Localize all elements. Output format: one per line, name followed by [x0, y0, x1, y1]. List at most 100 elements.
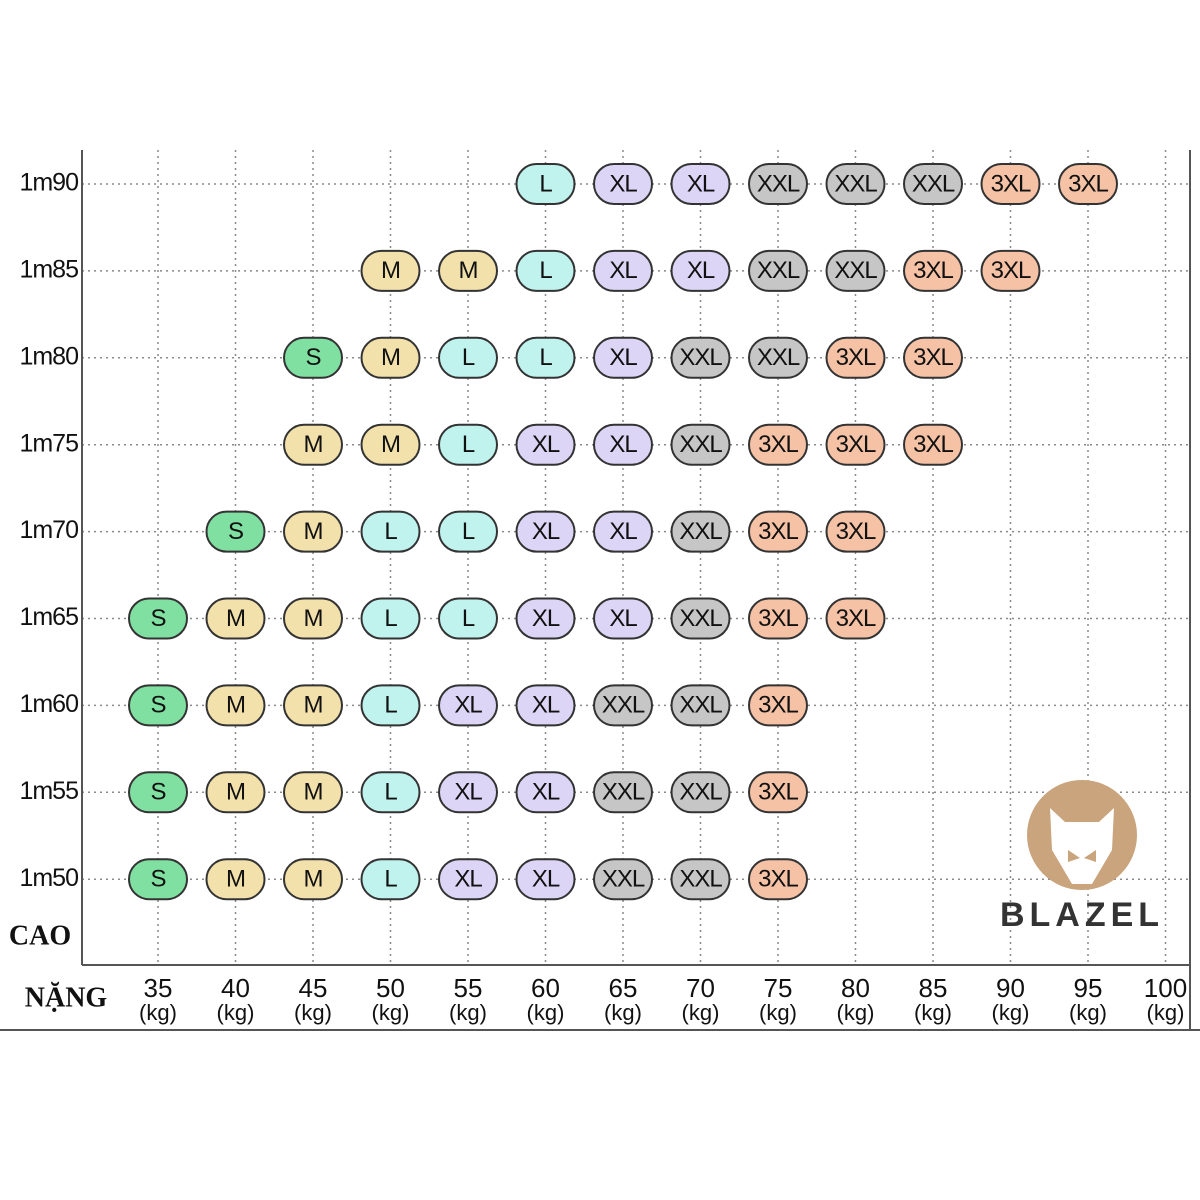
weight-unit: (kg)	[759, 1000, 797, 1025]
size-label: XXL	[679, 692, 722, 719]
height-label: 1m60	[19, 690, 78, 718]
size-pill	[438, 684, 498, 727]
size-badge: S	[128, 771, 188, 814]
size-pill	[593, 597, 653, 640]
size-label: 3XL	[758, 779, 798, 806]
size-label: L	[384, 866, 397, 893]
size-badge: XL	[593, 597, 653, 640]
size-badge: XXL	[670, 858, 731, 901]
size-pill	[515, 858, 576, 901]
height-label: 1m50	[19, 864, 78, 892]
size-label: XXL	[679, 431, 722, 458]
brand-name: BLAZEL	[1000, 896, 1164, 934]
size-pill	[205, 597, 266, 640]
size-label: XXL	[602, 866, 645, 893]
size-pill	[360, 423, 421, 466]
weight-unit: (kg)	[1069, 1000, 1107, 1025]
size-label: XL	[687, 170, 715, 197]
size-pill	[748, 597, 808, 640]
size-label: L	[462, 605, 475, 632]
size-pill	[980, 249, 1041, 292]
weight-label: 100	[1144, 973, 1187, 1003]
size-badge: XL	[515, 423, 576, 466]
size-pill	[748, 423, 808, 466]
size-pill	[903, 336, 963, 379]
size-label: XL	[454, 779, 482, 806]
height-label: 1m75	[19, 429, 78, 457]
size-badge: M	[283, 771, 343, 814]
size-badge: S	[128, 684, 188, 727]
size-badge: XXL	[903, 163, 963, 205]
size-pill	[670, 771, 731, 814]
size-pill	[515, 336, 576, 379]
height-label: 1m80	[19, 342, 78, 370]
size-label: L	[384, 692, 397, 719]
size-pill	[593, 684, 653, 727]
size-label: L	[384, 605, 397, 632]
size-badge: M	[283, 684, 343, 727]
weight-unit: (kg)	[914, 1000, 952, 1025]
size-badge: XL	[593, 336, 653, 379]
size-badge: XXL	[670, 597, 731, 640]
size-badge: XL	[515, 771, 576, 814]
size-pill	[283, 771, 343, 814]
size-pill	[128, 684, 188, 727]
weight-label: 75	[764, 973, 793, 1003]
size-badge: M	[205, 858, 266, 901]
size-badge: L	[360, 597, 421, 640]
size-pill	[670, 163, 731, 205]
size-label: XXL	[757, 170, 800, 197]
size-badge: L	[438, 597, 498, 640]
weight-unit: (kg)	[372, 1000, 410, 1025]
size-badge: L	[360, 684, 421, 727]
size-label: XXL	[912, 170, 955, 197]
size-badge: XXL	[748, 249, 808, 292]
size-badge: M	[438, 249, 498, 292]
size-badge: 3XL	[825, 597, 886, 640]
size-pill	[903, 423, 963, 466]
size-label: 3XL	[758, 866, 798, 893]
size-label: M	[226, 779, 245, 806]
weight-unit: (kg)	[527, 1000, 565, 1025]
weight-label: 80	[841, 973, 870, 1003]
size-label: XL	[609, 170, 637, 197]
size-pill	[438, 510, 498, 553]
size-label: S	[150, 779, 165, 806]
size-badge: 3XL	[748, 858, 808, 901]
size-pill	[670, 510, 731, 553]
size-badge: M	[283, 510, 343, 553]
size-label: L	[462, 344, 475, 371]
size-badge: XXL	[593, 684, 653, 727]
size-label: XXL	[757, 344, 800, 371]
size-pill	[515, 163, 576, 205]
weight-label: 40	[221, 973, 250, 1003]
size-pill	[205, 771, 266, 814]
size-label: XL	[609, 257, 637, 284]
size-pill	[360, 771, 421, 814]
weight-unit: (kg)	[992, 1000, 1030, 1025]
size-label: XXL	[602, 692, 645, 719]
size-badge: 3XL	[903, 336, 963, 379]
size-label: M	[226, 692, 245, 719]
size-pill	[593, 163, 653, 205]
size-badge: XXL	[748, 163, 808, 205]
size-pill	[748, 249, 808, 292]
size-pill	[360, 249, 421, 292]
size-badge: S	[128, 597, 188, 640]
size-label: M	[381, 257, 400, 284]
size-pill	[825, 597, 886, 640]
size-badge: 3XL	[825, 423, 886, 466]
size-label: L	[462, 518, 475, 545]
size-badge: L	[438, 510, 498, 553]
size-pill	[205, 684, 266, 727]
size-label: M	[459, 257, 478, 284]
height-label: 1m55	[19, 777, 78, 805]
size-badge: S	[128, 858, 188, 901]
size-label: M	[226, 605, 245, 632]
weight-unit: (kg)	[217, 1000, 255, 1025]
size-badge: XL	[438, 858, 498, 901]
height-label: 1m70	[19, 516, 78, 544]
size-badge: 3XL	[748, 597, 808, 640]
size-badge: L	[438, 336, 498, 379]
size-pill	[515, 597, 576, 640]
